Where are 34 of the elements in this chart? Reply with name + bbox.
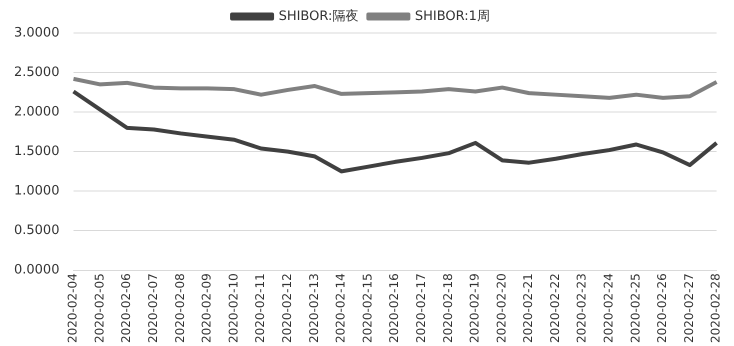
x-tick-label: 2020-02-27 bbox=[682, 273, 696, 344]
x-tick-label: 2020-02-12 bbox=[280, 273, 294, 344]
y-tick-label: 0.0000 bbox=[14, 262, 60, 278]
y-tick-label: 2.5000 bbox=[14, 64, 60, 80]
x-tick-label: 2020-02-11 bbox=[253, 273, 268, 344]
x-tick-label: 2020-02-19 bbox=[468, 273, 482, 344]
x-tick-label: 2020-02-07 bbox=[146, 273, 160, 344]
x-tick-label: 2020-02-13 bbox=[306, 273, 321, 344]
x-tick-label: 2020-02-06 bbox=[119, 273, 134, 344]
x-tick-label: 2020-02-24 bbox=[602, 273, 616, 344]
y-tick-label: 3.0000 bbox=[14, 25, 60, 40]
legend-label: SHIBOR:1周 bbox=[414, 8, 490, 24]
x-tick-label: 2020-02-09 bbox=[200, 273, 214, 344]
x-tick-label: 2020-02-15 bbox=[360, 273, 374, 344]
x-tick-label: 2020-02-14 bbox=[334, 273, 348, 344]
x-tick-label: 2020-02-18 bbox=[440, 273, 455, 344]
y-tick-label: 1.5000 bbox=[14, 144, 60, 160]
x-tick-label: 2020-02-22 bbox=[548, 273, 562, 344]
x-tick-label: 2020-02-26 bbox=[655, 273, 670, 344]
x-tick-label: 2020-02-23 bbox=[574, 273, 589, 344]
x-tick-label: 2020-02-16 bbox=[387, 273, 402, 344]
y-tick-label: 2.0000 bbox=[14, 104, 60, 120]
x-tick-label: 2020-02-20 bbox=[494, 273, 508, 344]
y-tick-label: 0.5000 bbox=[14, 223, 60, 238]
x-tick-label: 2020-02-21 bbox=[521, 273, 536, 344]
x-tick-label: 2020-02-04 bbox=[66, 273, 80, 344]
x-tick-label: 2020-02-05 bbox=[92, 273, 106, 344]
y-tick-label: 1.0000 bbox=[14, 184, 60, 199]
x-tick-label: 2020-02-17 bbox=[414, 273, 428, 344]
x-tick-label: 2020-02-08 bbox=[172, 273, 187, 344]
x-tick-label: 2020-02-28 bbox=[708, 273, 723, 344]
legend-label: SHIBOR:隔夜 bbox=[278, 8, 358, 24]
x-tick-label: 2020-02-25 bbox=[628, 273, 642, 344]
x-tick-label: 2020-02-10 bbox=[226, 273, 240, 344]
